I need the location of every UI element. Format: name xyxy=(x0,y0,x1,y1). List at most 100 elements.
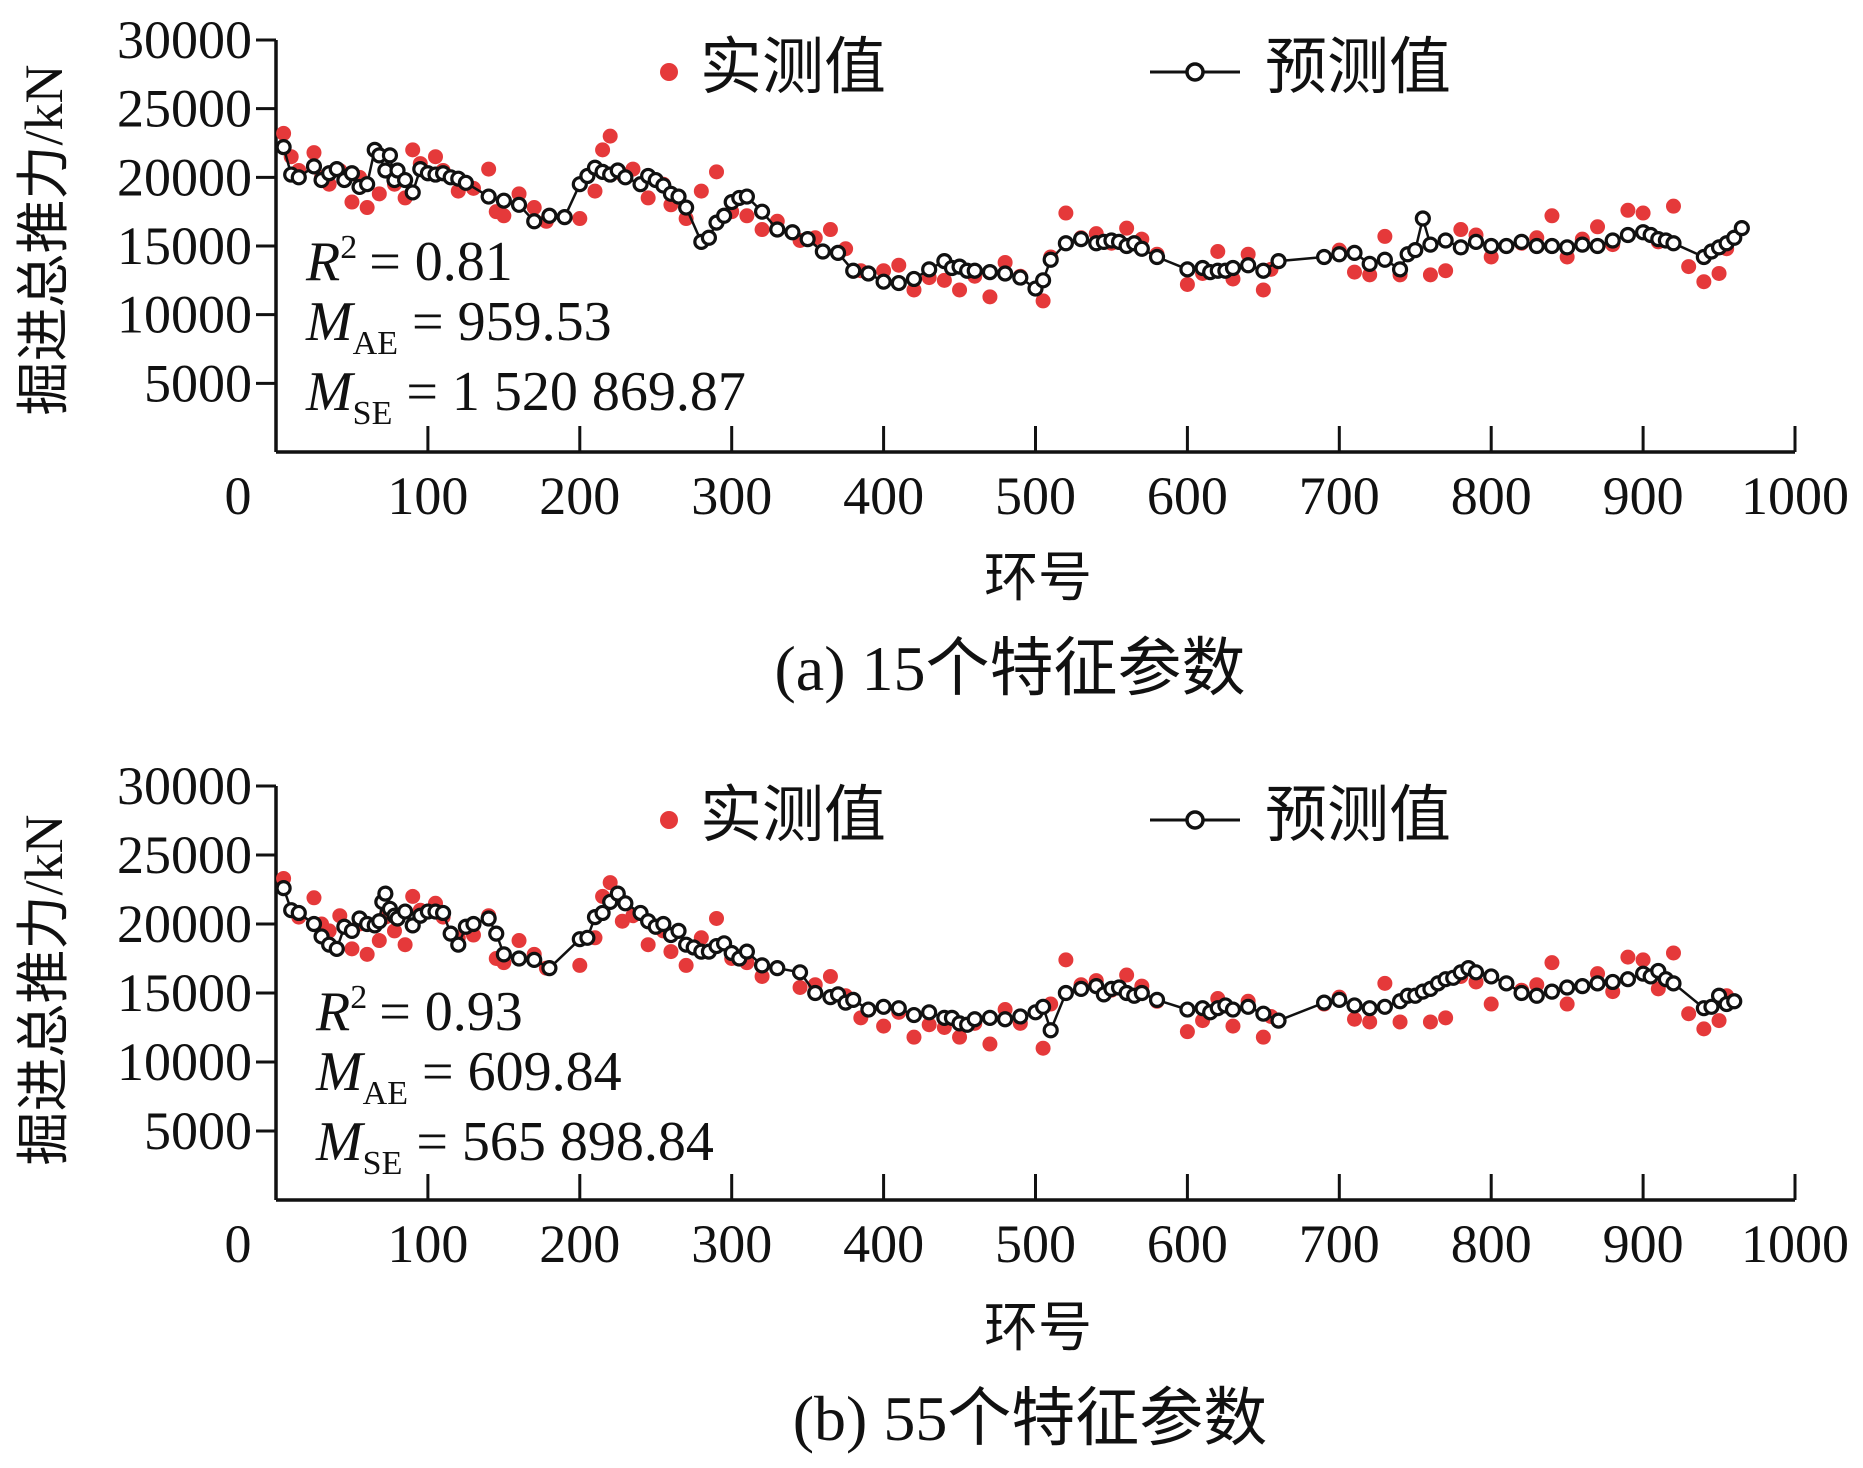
panel-b-predicted-point xyxy=(1559,979,1576,996)
panel-b-predicted-point xyxy=(541,960,558,977)
panel-a-measured-point xyxy=(1544,208,1560,224)
panel-a-predicted-point xyxy=(1179,261,1196,278)
panel-b-predicted-point xyxy=(1072,980,1090,997)
panel-b-measured-point xyxy=(1711,1013,1727,1029)
panel-a-measured-point xyxy=(344,194,360,210)
panel-a-predicted-point xyxy=(1346,244,1363,261)
panel-b-predicted-point xyxy=(1361,1000,1378,1017)
panel-a-measured-point xyxy=(1483,249,1499,265)
panel-b-predicted-point xyxy=(1179,1001,1196,1018)
panel-a-predicted-point xyxy=(1543,237,1561,255)
panel-b-measured-point xyxy=(952,1029,968,1045)
panel-a-predicted-point xyxy=(738,188,755,205)
panel-b-legend-predicted-marker xyxy=(1185,810,1205,830)
panel-a-predicted-point xyxy=(495,192,512,209)
panel-b-predicted-point xyxy=(1543,983,1561,1000)
panel-a-measured-point xyxy=(1346,264,1362,280)
panel-b-x-tick-label: 300 xyxy=(691,1214,772,1274)
panel-b-predicted-point xyxy=(1346,997,1363,1014)
panel-a-predicted-point xyxy=(1467,233,1485,250)
panel-b-caption: (b) 55个特征参数 xyxy=(793,1383,1268,1454)
panel-a-measured-point xyxy=(572,211,588,227)
panel-b-predicted-point xyxy=(655,915,672,933)
panel-a-predicted-point xyxy=(1422,236,1439,253)
panel-b-measured-point xyxy=(602,875,618,891)
panel-a-predicted-point xyxy=(769,221,786,238)
panel-a-predicted-point xyxy=(290,169,307,186)
panel-a-predicted-point xyxy=(480,188,497,205)
panel-a-predicted-point xyxy=(1270,253,1287,270)
panel-a-measured-point xyxy=(1635,205,1651,221)
panel-b-predicted-point xyxy=(845,991,862,1009)
panel-b-x-axis-label: 环号 xyxy=(984,1298,1092,1358)
panel-a-y-tick-label: 15000 xyxy=(117,216,252,276)
panel-b-predicted-point xyxy=(290,904,307,922)
panel-a-predicted-point xyxy=(1414,210,1431,227)
panel-a-predicted-point xyxy=(617,169,634,186)
panel-a-predicted-point xyxy=(799,231,816,248)
panel-b-predicted-point xyxy=(305,915,323,933)
panel-b-predicted-point xyxy=(1012,1008,1029,1025)
panel-a-measured-point xyxy=(496,208,512,224)
panel-b-measured-point xyxy=(982,1036,998,1052)
panel-a-measured-point xyxy=(359,200,375,216)
panel-a-predicted-point xyxy=(1034,272,1052,289)
panel-a-predicted-point xyxy=(860,265,877,282)
panel-b-predicted-point xyxy=(807,984,824,1002)
panel-b-legend-measured-label: 实测值 xyxy=(700,782,886,850)
panel-a-measured-point xyxy=(1453,222,1469,238)
panel-b-measured-point xyxy=(709,910,725,926)
panel-b-y-tick-label: 10000 xyxy=(117,1032,252,1092)
panel-a-predicted-point xyxy=(1255,262,1272,279)
panel-b-predicted-point xyxy=(1240,998,1257,1015)
panel-a-measured-point xyxy=(1696,274,1712,290)
panel-a-measured-point xyxy=(936,272,952,288)
panel-b-predicted-point xyxy=(328,940,345,957)
panel-a-measured-point xyxy=(1665,198,1681,214)
panel-b-stats: R2 = 0.93 MAE = 609.84 MSE = 565 898.84 xyxy=(315,979,714,1182)
panel-b-predicted-point xyxy=(670,922,687,940)
panel-a-predicted-point xyxy=(1452,239,1469,256)
panel-a-predicted-point xyxy=(1224,259,1242,277)
panel-a-measured-point xyxy=(1210,243,1226,259)
panel-b-measured-point xyxy=(921,1017,937,1033)
panel-b-measured-point xyxy=(371,933,387,949)
panel-b-predicted-point xyxy=(1604,973,1621,991)
panel-b-predicted-point xyxy=(1574,977,1591,995)
panel-b-measured-point xyxy=(1529,977,1545,993)
panel-b-measured-point xyxy=(405,888,421,904)
panel-a-measured-point xyxy=(276,125,292,141)
panel-a-measured-point xyxy=(982,289,998,305)
panel-b-y-axis-label: 掘进总推力/kN xyxy=(14,815,74,1166)
panel-a-measured-point xyxy=(1119,220,1135,236)
panel-a-measured-point xyxy=(997,254,1013,270)
panel-b-measured-point xyxy=(1681,1006,1697,1022)
panel-a-measured-point xyxy=(511,186,527,202)
panel-a-predicted-point xyxy=(1619,226,1637,244)
panel-b-predicted-point xyxy=(488,925,505,942)
panel-a-predicted-point xyxy=(1240,257,1257,274)
panel-a-measured-point xyxy=(1620,202,1636,218)
panel-a-predicted-point xyxy=(397,171,414,189)
panel-a-predicted-point xyxy=(1148,248,1166,266)
panel-a-mse: MSE = 1 520 869.87 xyxy=(305,361,746,432)
panel-b-x-tick-label: 1000 xyxy=(1741,1214,1849,1274)
panel-a-predicted-point xyxy=(541,207,558,224)
panel-a-measured-point xyxy=(739,208,755,224)
panel-a-x-tick-label: 700 xyxy=(1299,466,1380,526)
panel-b-measured-point xyxy=(306,890,322,906)
panel-a-x-tick-label: 800 xyxy=(1451,466,1532,526)
panel-b-predicted-point xyxy=(1255,1005,1272,1022)
panel-a-predicted-point xyxy=(700,229,718,246)
panel-b-x-tick-label: 800 xyxy=(1451,1214,1532,1274)
panel-b-predicted-point xyxy=(617,895,634,912)
panel-b-predicted-point xyxy=(1376,998,1393,1015)
panel-a-predicted-point xyxy=(753,203,771,220)
panel-a-measured-point xyxy=(405,142,421,158)
panel-a-predicted-point xyxy=(457,174,474,191)
panel-b-predicted-point xyxy=(1589,975,1606,992)
panel-a-x-tick-label: 300 xyxy=(691,466,772,526)
panel-a-predicted-point xyxy=(981,263,999,281)
panel-a-predicted-point xyxy=(1665,235,1682,252)
panel-a-measured-point xyxy=(693,183,709,199)
